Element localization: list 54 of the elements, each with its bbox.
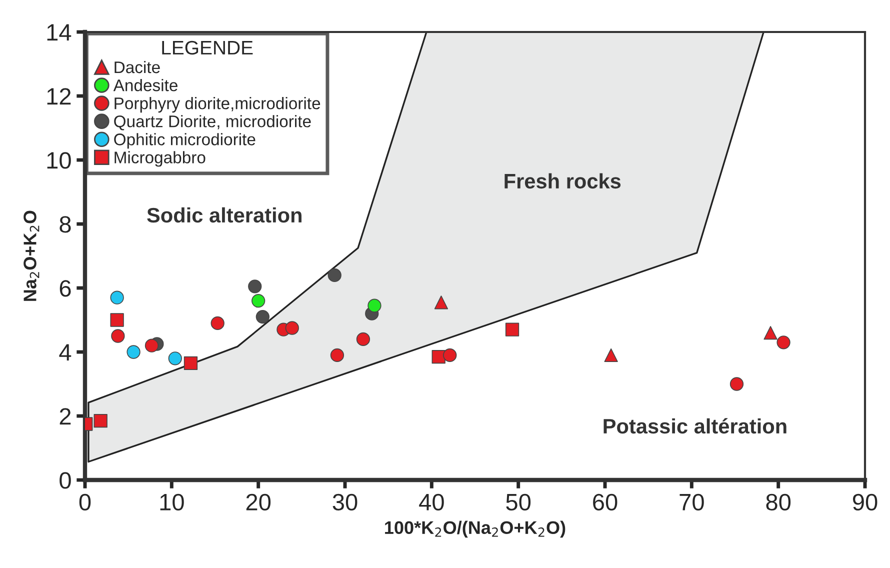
y-tick-label: 8 <box>60 216 71 233</box>
x-tick-label: 40 <box>419 494 444 511</box>
x-tick-label: 70 <box>680 494 704 511</box>
x-axis-title: 100*K$_{2}$O/(Na$_{2}$O+K$_{2}$O) <box>385 520 566 538</box>
x-tick-label: 20 <box>246 494 271 511</box>
x-tick-label: 50 <box>506 494 531 511</box>
x-tick-label: 30 <box>332 494 358 511</box>
x-tick-label: 0 <box>79 494 91 511</box>
y-tick-label: 4 <box>59 344 72 361</box>
point <box>252 294 266 308</box>
legend-label: Andesite <box>113 78 178 92</box>
point <box>604 348 618 362</box>
point <box>764 326 778 340</box>
legend-label: Ophitic microdiorite <box>114 133 256 149</box>
y-tick-label: 0 <box>60 472 71 489</box>
point <box>111 329 125 343</box>
point <box>505 322 520 336</box>
point <box>730 377 744 391</box>
x-tick-label: 90 <box>852 494 878 511</box>
point <box>126 345 140 359</box>
y-tick-label: 6 <box>60 280 71 297</box>
point <box>776 336 790 350</box>
x-tick-label: 10 <box>160 494 184 511</box>
y-tick-label: 2 <box>60 408 71 425</box>
annotation: Potassic altération <box>604 418 786 434</box>
point <box>144 338 159 352</box>
y-axis-title: Na$_{2}$O+K$_{2}$O <box>24 210 40 301</box>
point <box>368 298 382 312</box>
point <box>168 352 182 366</box>
y-tick-label: 12 <box>47 88 71 105</box>
legend-label: Microgabbro <box>114 151 206 167</box>
point <box>328 268 342 282</box>
x-tick-label: 60 <box>593 494 618 511</box>
point <box>210 316 224 330</box>
point <box>256 310 270 324</box>
point <box>434 296 448 310</box>
annotation: Fresh rocks <box>504 173 621 189</box>
point <box>110 313 124 327</box>
point <box>184 356 198 370</box>
point <box>443 348 457 362</box>
point <box>285 321 299 335</box>
legend-label: Quartz Diorite, microdiorite <box>114 115 311 130</box>
point <box>94 414 108 428</box>
annotation: Sodic alteration <box>147 207 302 223</box>
x-tick-label: 80 <box>766 494 791 511</box>
point <box>330 348 344 362</box>
point <box>356 332 370 346</box>
y-tick-label: 14 <box>47 24 72 41</box>
y-tick-label: 10 <box>47 152 71 169</box>
point <box>110 290 124 304</box>
legend-label: Dacite <box>114 60 160 74</box>
legend-label: Porphyry diorite,microdiorite <box>114 97 320 113</box>
point <box>248 280 262 294</box>
legend-title: LEGENDE <box>162 40 253 55</box>
